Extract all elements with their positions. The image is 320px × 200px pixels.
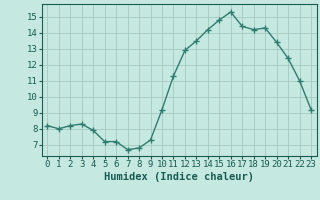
X-axis label: Humidex (Indice chaleur): Humidex (Indice chaleur) <box>104 172 254 182</box>
